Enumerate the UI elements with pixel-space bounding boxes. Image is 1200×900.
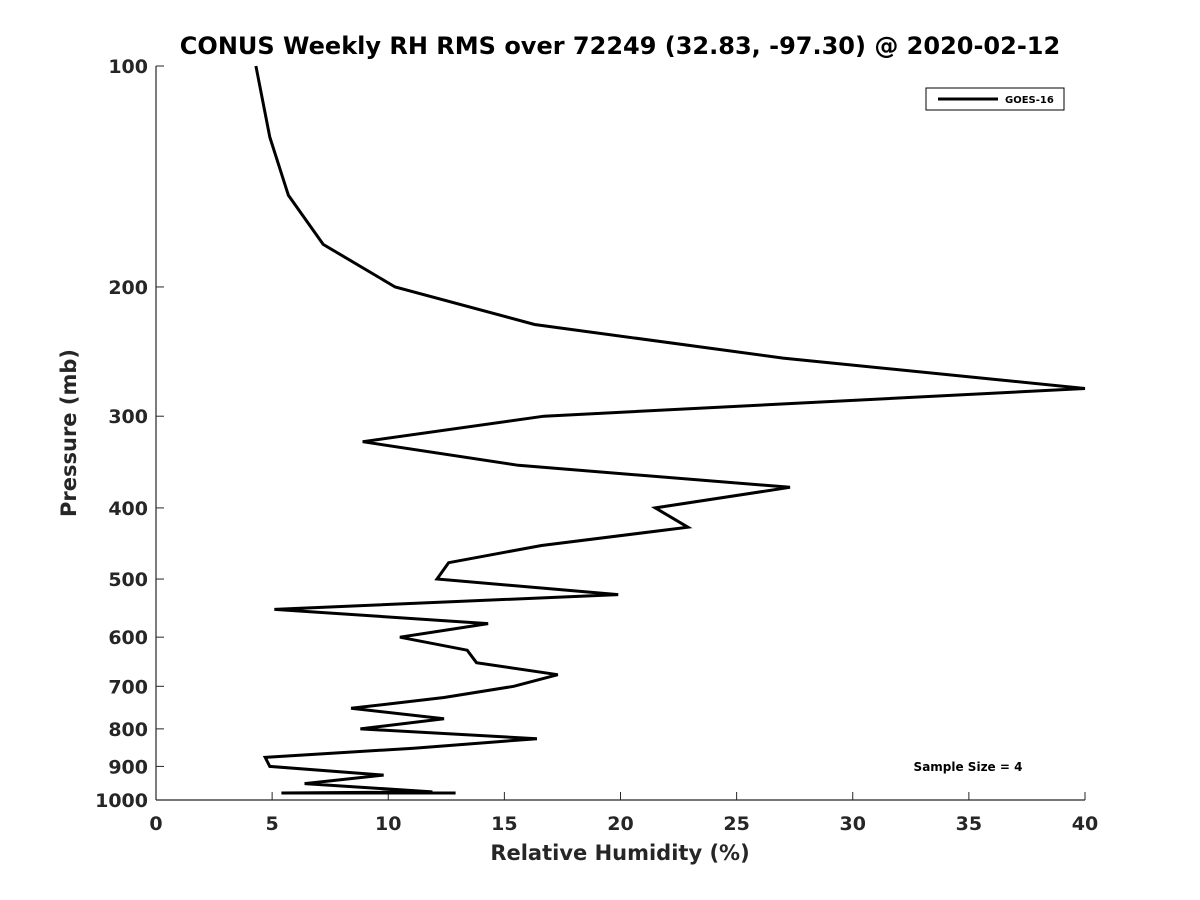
y-tick-label: 500 (108, 569, 148, 591)
chart-title: CONUS Weekly RH RMS over 72249 (32.83, -… (180, 32, 1060, 60)
y-axis-label: Pressure (mb) (57, 349, 81, 517)
legend-label-goes-16: GOES-16 (1005, 95, 1054, 106)
y-tick-label: 300 (108, 406, 148, 428)
y-tick-label: 400 (108, 498, 148, 520)
x-tick-label: 15 (491, 813, 517, 835)
x-ticks: 0 5 10 15 20 25 30 35 40 (149, 792, 1098, 835)
y-ticks: 100 200 300 400 500 600 700 800 900 1000 (95, 56, 164, 812)
y-tick-label: 800 (108, 719, 148, 741)
x-tick-label: 20 (607, 813, 633, 835)
x-tick-label: 40 (1072, 813, 1098, 835)
sample-size-annotation: Sample Size = 4 (914, 760, 1023, 774)
x-tick-label: 35 (956, 813, 982, 835)
x-tick-label: 5 (266, 813, 279, 835)
y-tick-label: 600 (108, 627, 148, 649)
series-line-goes-16 (254, 65, 1086, 795)
y-tick-label: 900 (108, 756, 148, 778)
series-layer (254, 65, 1086, 795)
x-tick-label: 25 (723, 813, 749, 835)
x-axis-label: Relative Humidity (%) (490, 841, 749, 865)
legend: GOES-16 (925, 87, 1065, 111)
x-tick-label: 0 (149, 813, 162, 835)
x-tick-label: 10 (375, 813, 401, 835)
y-tick-label: 200 (108, 277, 148, 299)
y-tick-label: 100 (108, 56, 148, 78)
plot-area (156, 66, 1085, 800)
y-tick-label: 1000 (95, 790, 148, 812)
y-tick-label: 700 (108, 676, 148, 698)
x-tick-label: 30 (840, 813, 866, 835)
